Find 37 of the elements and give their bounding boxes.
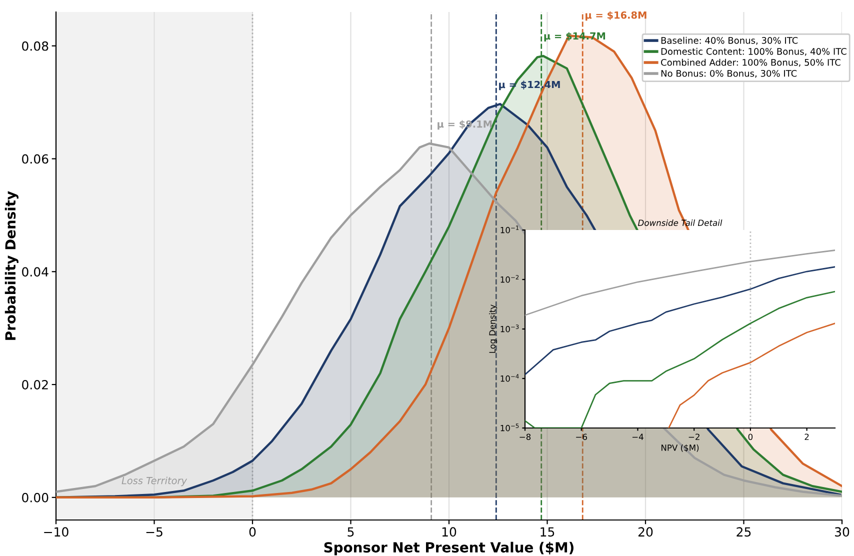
y-tick-label: 0.04 xyxy=(22,267,48,277)
x-axis-title: NPV ($M) xyxy=(662,444,699,452)
y-tick-label: 10$^{−1}$ xyxy=(500,226,519,234)
y-tick-label: 0.00 xyxy=(22,492,48,502)
legend-label: Baseline: 40% Bonus, 30% ITC xyxy=(661,36,798,45)
x-tick-label: −4 xyxy=(632,434,644,440)
x-tick-label: 15 xyxy=(540,527,554,537)
legend-label: Combined Adder: 100% Bonus, 50% ITC xyxy=(661,58,840,67)
x-tick-label: −10 xyxy=(44,527,68,537)
y-tick-label: 0.08 xyxy=(22,41,48,51)
y-tick-label: 0.02 xyxy=(22,380,48,390)
x-tick-label: 0 xyxy=(249,527,256,537)
line-series xyxy=(525,266,835,376)
x-tick-label: −2 xyxy=(688,434,700,440)
y-tick-label: 0.06 xyxy=(22,154,48,164)
y-tick-label: 10$^{−3}$ xyxy=(500,324,519,332)
x-tick-label: 0 xyxy=(748,434,753,440)
x-tick-label: 5 xyxy=(348,527,354,537)
y-tick-label: 10$^{−4}$ xyxy=(500,374,519,382)
line-series xyxy=(668,322,835,428)
x-axis-title: Sponsor Net Present Value ($M) xyxy=(324,542,574,556)
line-series xyxy=(525,250,835,316)
legend-label: Domestic Content: 100% Bonus, 40% ITC xyxy=(661,48,846,56)
y-tick-label: 10$^{−5}$ xyxy=(500,424,519,432)
band-label: Loss Territory xyxy=(122,476,188,486)
y-axis-title: Log Density xyxy=(489,304,498,353)
x-tick-label: −8 xyxy=(520,434,531,440)
x-tick-label: 2 xyxy=(804,434,809,440)
x-tick-label: 20 xyxy=(638,527,653,537)
x-tick-label: −5 xyxy=(146,527,162,537)
x-tick-label: 25 xyxy=(736,527,751,537)
x-tick-label: 10 xyxy=(442,527,456,537)
legend-label: No Bonus: 0% Bonus, 30% ITC xyxy=(661,70,797,78)
y-axis-title: Probability Density xyxy=(4,191,18,340)
annotation: μ = $16.8M xyxy=(586,11,646,21)
y-tick-label: 10$^{−2}$ xyxy=(500,275,519,283)
x-tick-label: 30 xyxy=(835,527,850,537)
